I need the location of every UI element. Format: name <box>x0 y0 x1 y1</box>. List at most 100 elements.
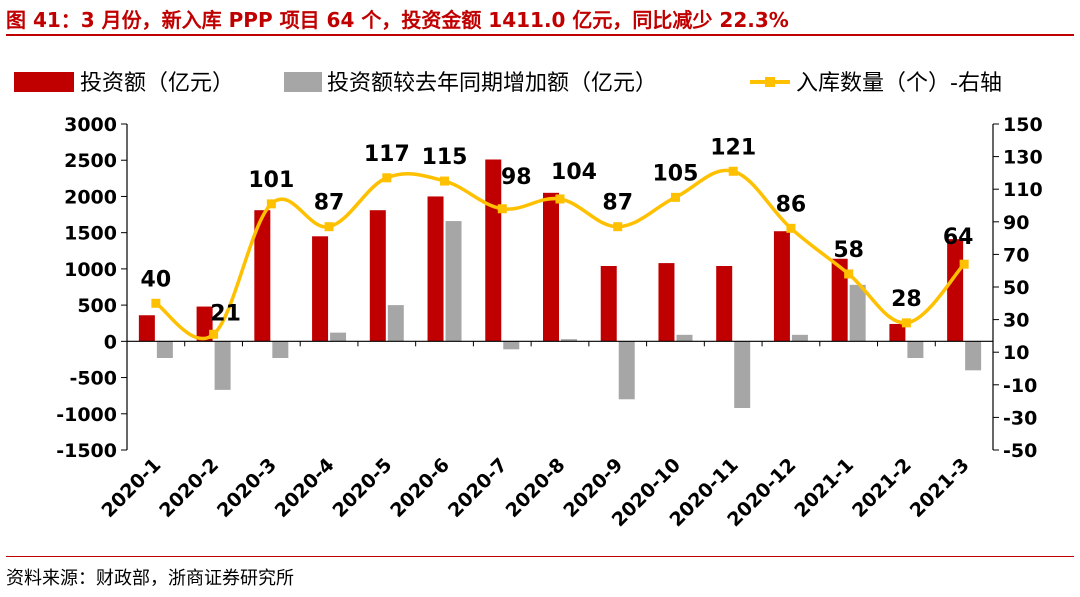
count-point <box>959 259 969 269</box>
bar-increase <box>272 341 289 358</box>
bar-investment <box>947 239 964 342</box>
count-data-label: 98 <box>501 165 532 190</box>
bar-increase <box>965 341 982 371</box>
line-series <box>151 166 969 341</box>
y-left-tick-label: 2000 <box>64 186 117 208</box>
bar-increase <box>561 339 577 342</box>
bar-investment <box>254 210 271 342</box>
legend-label-increase: 投资额较去年同期增加额（亿元） <box>327 71 657 96</box>
count-point <box>613 222 623 232</box>
bar-increase <box>791 334 808 342</box>
y-left-tick-label: -1500 <box>56 440 117 462</box>
count-point <box>786 223 796 233</box>
source-note: 资料来源：财政部，浙商证券研究所 <box>6 568 294 589</box>
bar-increase <box>849 284 866 342</box>
y-left-tick-label: -1000 <box>56 404 117 426</box>
count-point <box>324 222 334 232</box>
count-point <box>670 192 680 202</box>
count-data-label: 64 <box>943 225 974 250</box>
footer-divider <box>6 556 1074 557</box>
y-right-tick-label: -50 <box>1003 440 1037 462</box>
x-tick-label: 2021-3 <box>906 454 974 522</box>
y-left-tick-label: 2500 <box>64 150 117 172</box>
count-point <box>901 318 911 328</box>
bar-increase <box>387 305 404 342</box>
x-tick-label: 2020-7 <box>444 454 512 522</box>
y-right-tick-label: -10 <box>1003 375 1037 397</box>
count-data-label: 101 <box>248 168 294 193</box>
y-right-tick-label: 70 <box>1003 244 1029 266</box>
count-data-label: 87 <box>314 191 345 216</box>
count-data-label: 115 <box>422 145 468 170</box>
bar-investment <box>485 159 502 342</box>
x-tick-label: 2020-8 <box>502 454 570 522</box>
x-tick-label: 2020-3 <box>213 454 281 522</box>
count-point <box>209 329 219 339</box>
x-tick-label: 2020-4 <box>271 454 339 522</box>
count-point <box>844 269 854 279</box>
bar-increase <box>618 341 635 400</box>
y-left-tick-label: 0 <box>104 331 117 353</box>
bar-investment <box>427 196 444 342</box>
count-data-label: 87 <box>602 191 633 216</box>
legend-swatch-investment <box>14 72 74 92</box>
legend-swatch-increase <box>284 72 322 92</box>
x-tick-label: 2020-6 <box>386 454 454 522</box>
bar-increase <box>734 341 751 408</box>
legend-label-investment: 投资额（亿元） <box>80 71 234 96</box>
count-data-label: 86 <box>776 192 807 217</box>
y-right-tick-label: 150 <box>1003 114 1043 136</box>
count-data-label: 117 <box>364 142 410 167</box>
y-left-tick-label: -500 <box>69 368 117 390</box>
bar-investment <box>312 236 329 342</box>
bar-investment <box>369 210 386 342</box>
bar-series <box>138 159 982 408</box>
bar-investment <box>196 306 213 342</box>
bar-increase <box>676 334 693 342</box>
y-right-tick-label: 30 <box>1003 310 1029 332</box>
y-left-tick-label: 500 <box>77 295 117 317</box>
bar-investment <box>543 192 559 342</box>
count-data-label: 21 <box>210 301 241 326</box>
y-right-tick-label: 10 <box>1003 342 1029 364</box>
y-left-tick-label: 3000 <box>64 114 117 136</box>
legend-marker-count <box>765 77 775 87</box>
x-tick-label: 2021-2 <box>848 454 916 522</box>
bar-investment <box>658 263 675 342</box>
count-data-label: 104 <box>551 160 597 185</box>
count-point <box>728 166 738 176</box>
bar-increase <box>156 341 173 358</box>
y-right-tick-label: 90 <box>1003 212 1029 234</box>
bar-increase <box>214 341 231 390</box>
x-tick-label: 2020-2 <box>155 454 223 522</box>
count-point <box>266 199 276 209</box>
x-tick-label: 2020-1 <box>98 454 166 522</box>
count-point <box>382 173 392 183</box>
bar-investment <box>716 265 733 342</box>
x-tick-label: 2021-1 <box>790 454 858 522</box>
y-right-tick-label: 110 <box>1003 179 1043 201</box>
chart-title: 图 41：3 月份，新入库 PPP 项目 64 个，投资金额 1411.0 亿元… <box>6 8 789 32</box>
bar-increase <box>445 221 462 342</box>
count-data-label: 40 <box>141 267 172 292</box>
count-point <box>555 194 565 204</box>
count-point <box>151 298 161 308</box>
y-right-tick-label: 50 <box>1003 277 1029 299</box>
bar-investment <box>831 258 848 342</box>
title-divider <box>6 34 1074 36</box>
y-right-tick-label: 130 <box>1003 147 1043 169</box>
y-left-tick-label: 1500 <box>64 223 117 245</box>
legend-label-count: 入库数量（个）-右轴 <box>796 71 1002 96</box>
count-data-label: 58 <box>833 238 864 263</box>
y-right-tick-label: -30 <box>1003 407 1037 429</box>
legend: 投资额（亿元） 投资额较去年同期增加额（亿元） 入库数量（个）-右轴 <box>14 71 1002 96</box>
bar-increase <box>330 332 347 342</box>
bar-investment <box>600 265 617 342</box>
bar-increase <box>907 341 924 358</box>
count-point <box>440 176 450 186</box>
bar-investment <box>773 231 790 342</box>
count-data-label: 121 <box>710 135 756 160</box>
count-data-label: 28 <box>891 287 922 312</box>
